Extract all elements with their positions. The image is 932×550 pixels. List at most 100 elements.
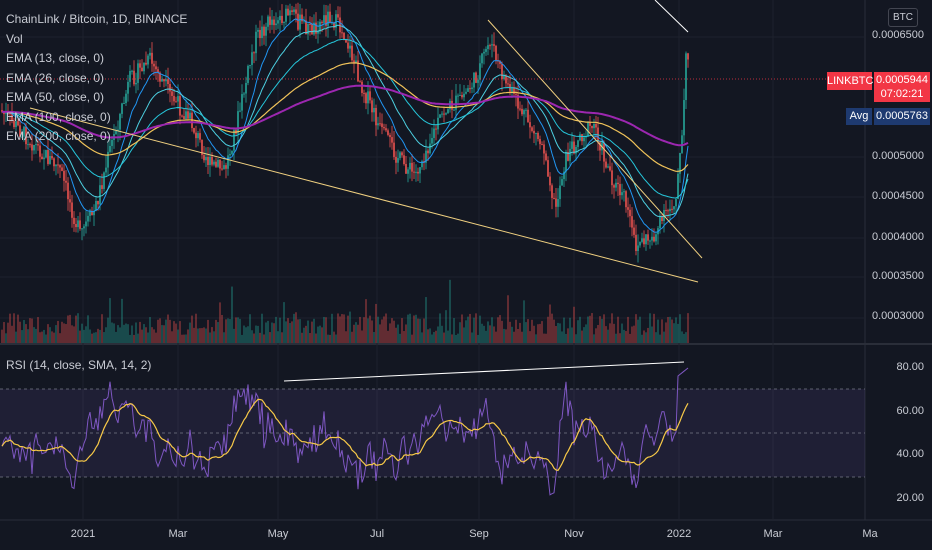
candle-body: [391, 137, 393, 143]
volume-bar: [489, 325, 491, 343]
candle-body: [557, 199, 559, 207]
candle-body: [77, 220, 79, 228]
candle-body: [149, 52, 151, 56]
candle-body: [379, 123, 381, 125]
candle-body: [349, 45, 351, 49]
candle-body: [229, 153, 231, 156]
candle-body: [139, 63, 141, 68]
candle-body: [263, 26, 265, 36]
volume-bar: [137, 333, 139, 343]
candle-body: [297, 13, 299, 30]
volume-bar: [295, 312, 297, 343]
candle-body: [291, 10, 293, 12]
candle-body: [253, 52, 255, 54]
candle-body: [425, 150, 427, 163]
candle-body: [285, 8, 287, 22]
candle-body: [631, 216, 633, 228]
volume-bar: [435, 330, 437, 343]
rsi-label[interactable]: RSI (14, close, SMA, 14, 2): [6, 358, 152, 372]
volume-bar: [565, 333, 567, 343]
ema100-label[interactable]: EMA (100, close, 0): [6, 109, 111, 124]
volume-bar: [455, 334, 457, 343]
volume-bar: [367, 318, 369, 343]
volume-bar: [155, 332, 157, 343]
candle-body: [369, 91, 371, 101]
volume-bar: [647, 327, 649, 343]
price-tick: 0.0005000: [872, 150, 924, 162]
candle-body: [279, 15, 281, 21]
volume-bar: [243, 325, 245, 343]
candle-body: [59, 165, 61, 168]
candle-body: [207, 157, 209, 166]
candle-body: [243, 93, 245, 95]
volume-bar: [303, 327, 305, 343]
volume-bar: [301, 332, 303, 343]
volume-bar: [59, 333, 61, 343]
volume-bar: [663, 331, 665, 343]
candle-body: [461, 95, 463, 98]
volume-bar: [111, 322, 113, 343]
volume-bar: [379, 324, 381, 343]
volume-bar: [421, 332, 423, 343]
candle-body: [397, 158, 399, 163]
candle-body: [443, 113, 445, 115]
candle-body: [555, 198, 557, 207]
candle-body: [209, 156, 211, 166]
volume-bar: [161, 325, 163, 343]
volume-bar: [571, 327, 573, 343]
volume-bar: [595, 328, 597, 343]
candle-body: [63, 170, 65, 181]
candle-body: [245, 82, 247, 94]
volume-bar: [355, 322, 357, 343]
candle-body: [611, 170, 613, 186]
volume-bar: [529, 331, 531, 343]
candle-body: [409, 162, 411, 170]
price-tick: 0.0004500: [872, 190, 924, 202]
currency-badge[interactable]: BTC: [888, 8, 918, 27]
candle-body: [599, 142, 601, 151]
volume-bar: [423, 318, 425, 343]
candle-body: [265, 26, 267, 36]
volume-bar: [197, 328, 199, 343]
candle-body: [75, 224, 77, 228]
volume-bar: [413, 315, 415, 343]
volume-bar: [133, 334, 135, 343]
volume-bar: [567, 328, 569, 343]
volume-bar: [523, 300, 525, 343]
candle-body: [385, 128, 387, 131]
volume-bar: [599, 316, 601, 343]
volume-bar: [39, 332, 41, 343]
candle-body: [79, 220, 81, 229]
volume-bar: [25, 324, 27, 343]
candle-body: [607, 166, 609, 168]
volume-bar: [551, 313, 553, 343]
ema50-label[interactable]: EMA (50, close, 0): [6, 90, 105, 104]
volume-label[interactable]: Vol: [6, 31, 23, 46]
top-trendline: [654, 0, 689, 33]
candle-body: [327, 11, 329, 26]
volume-bar: [251, 330, 253, 343]
candle-body: [313, 22, 315, 35]
candle-body: [413, 171, 415, 173]
symbol-title[interactable]: ChainLink / Bitcoin, 1D, BINANCE: [6, 12, 188, 26]
candle-body: [587, 122, 589, 137]
ema200-label[interactable]: EMA (200, close, 0): [6, 129, 111, 143]
volume-bar: [337, 313, 339, 343]
volume-bar: [299, 319, 301, 343]
candle-body: [157, 69, 159, 73]
volume-bar: [363, 317, 365, 343]
candle-body: [17, 121, 19, 126]
volume-bar: [521, 331, 523, 343]
candle-body: [457, 95, 459, 97]
volume-bar: [671, 319, 673, 343]
candle-body: [541, 144, 543, 146]
candle-body: [345, 39, 347, 43]
ema26-label[interactable]: EMA (26, close, 0): [6, 70, 105, 85]
volume-bar: [429, 328, 431, 343]
candle-body: [261, 26, 263, 39]
candle-body: [479, 63, 481, 80]
ema13-label[interactable]: EMA (13, close, 0): [6, 51, 105, 65]
volume-bar: [159, 318, 161, 343]
candle-body: [453, 109, 455, 111]
